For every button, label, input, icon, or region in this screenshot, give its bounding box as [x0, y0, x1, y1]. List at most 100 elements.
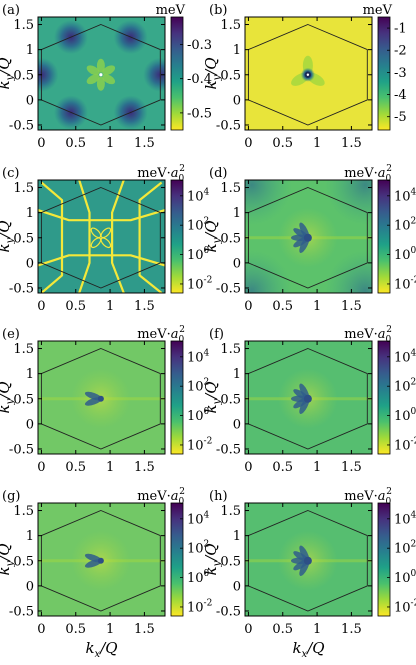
y-tick-label: 0 [233, 256, 241, 271]
y-tick-label: -0.5 [216, 118, 241, 133]
x-axis-label: kx/Q [292, 639, 324, 660]
x-tick-label: 0.5 [272, 460, 293, 475]
y-tick-label: 1 [26, 367, 34, 382]
colorbar [170, 179, 184, 294]
center-petal [90, 237, 102, 249]
y-tick-label: 0 [26, 93, 34, 108]
y-tick-label: 0 [233, 579, 241, 594]
y-tick-label: 1.5 [220, 18, 241, 33]
y-axis-label: ky/Q [0, 381, 16, 413]
x-tick-label: 1.5 [341, 622, 362, 637]
colorbar-tick-label: 104 [394, 510, 416, 527]
center-core [303, 233, 312, 242]
center-petal [102, 65, 116, 76]
y-tick-label: -0.5 [9, 604, 34, 619]
panel-a: 00.511.51.510.50-0.5(a)ky/Q-0.3-0.4-0.5m… [0, 3, 212, 151]
panel-d: 00.511.51.510.50-0.5(d)ky/Q10410210010-2… [202, 164, 416, 314]
colorbar-tick-label: 10-2 [187, 275, 212, 292]
center-petal [86, 65, 100, 76]
corner-glow [245, 180, 292, 226]
center-core [97, 395, 104, 402]
y-tick-label: 1 [233, 367, 241, 382]
heatmap-layer [245, 503, 372, 616]
panel-label: (h) [209, 489, 228, 504]
colorbar-tick-label: -0.5 [187, 106, 212, 121]
corner-glow [325, 180, 372, 226]
y-tick-label: -0.5 [216, 604, 241, 619]
x-tick-label: 1 [313, 460, 321, 475]
center-petal [96, 76, 105, 91]
colorbar [377, 340, 391, 455]
colorbar-tick-label: -0.3 [187, 38, 212, 53]
colorbar-tick-label: 102 [394, 378, 416, 395]
x-tick-label: 0.5 [65, 299, 86, 314]
x-tick-label: 0.5 [65, 460, 86, 475]
colorbar-tick-label: 10-2 [187, 436, 212, 453]
y-tick-label: 1.5 [220, 342, 241, 357]
y-tick-label: 1 [233, 43, 241, 58]
colorbar-unit: meV·a02 [137, 487, 185, 507]
panel-label: (a) [2, 3, 20, 18]
x-tick-label: 0 [37, 299, 45, 314]
colorbar-unit: meV·a02 [344, 325, 392, 345]
corner-glow [325, 250, 372, 293]
colorbar-tick-label: 100 [187, 569, 210, 586]
x-tick-label: 1.5 [134, 136, 155, 151]
dark-lobe [84, 553, 103, 563]
y-tick-label: 0 [233, 417, 241, 432]
y-tick-label: 1 [26, 206, 34, 221]
x-tick-label: 1.5 [134, 622, 155, 637]
y-tick-label: -0.5 [9, 281, 34, 296]
x-tick-label: 1 [313, 299, 321, 314]
colorbar-tick-label: 10-2 [394, 598, 416, 615]
colorbar-tick-label: -4 [394, 88, 407, 103]
colorbar-tick-label: -1 [394, 22, 407, 37]
y-tick-label: -0.5 [216, 281, 241, 296]
x-tick-label: 0 [244, 460, 252, 475]
x-tick-label: 0 [37, 136, 45, 151]
panel-h: 0 0.5 1 1.51.510.50-0.5(h)ky/Qkx/Q104102100… [202, 487, 416, 660]
panel-label: (g) [2, 489, 20, 504]
y-tick-label: 0 [233, 93, 241, 108]
center-petal [86, 74, 100, 85]
panel-label: (c) [2, 166, 19, 181]
bright-line [40, 181, 64, 293]
heatmap-layer [38, 17, 165, 130]
center-petal [90, 227, 102, 239]
colorbar-unit: meV·a02 [137, 164, 185, 184]
x-tick-label: 1 [106, 622, 114, 637]
center-petal [96, 58, 105, 73]
x-tick-label: 1 [313, 622, 321, 637]
colorbar-tick-label: -5 [394, 110, 407, 125]
y-axis-label: ky/Q [202, 381, 223, 413]
y-tick-label: 0.5 [13, 231, 34, 246]
colorbar-unit: meV·a02 [344, 164, 392, 184]
y-tick-label: 1.5 [220, 181, 241, 196]
plot-frame [244, 179, 373, 294]
panel-e: 00.511.51.510.50-0.5(e)ky/Q10410210010-2… [0, 325, 212, 475]
x-tick-label: 1 [313, 136, 321, 151]
center-point [99, 73, 103, 77]
bright-line [138, 181, 163, 293]
colorbar-tick-label: 100 [187, 246, 210, 263]
x-tick-label: 1.5 [341, 299, 362, 314]
panel-label: (e) [2, 327, 20, 342]
y-tick-label: 1 [26, 43, 34, 58]
bright-line [38, 209, 165, 222]
x-tick-label: 0.5 [65, 136, 86, 151]
x-tick-label: 1.5 [341, 460, 362, 475]
colorbar-tick-label: 100 [187, 407, 210, 424]
colorbar-tick-label: 100 [394, 407, 416, 424]
y-tick-label: 0.5 [220, 231, 241, 246]
heatmap-layer [38, 503, 165, 616]
heatmap-layer [245, 17, 372, 130]
y-axis-label: ky/Q [0, 57, 16, 89]
y-tick-label: 0.5 [13, 392, 34, 407]
y-axis-label: ky/Q [0, 543, 16, 575]
heatmap-layer [38, 341, 165, 454]
y-tick-label: 1.5 [220, 504, 241, 519]
colorbar-tick-label: 100 [394, 569, 416, 586]
colorbar-tick-label: 10-2 [187, 598, 212, 615]
